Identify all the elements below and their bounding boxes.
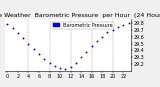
Point [54, 65, 56, 66]
Point [122, 24, 125, 25]
Point [101, 36, 104, 37]
Point [48, 62, 51, 64]
Point [38, 53, 40, 55]
Point [22, 37, 24, 39]
Legend: Barometric Pressure: Barometric Pressure [52, 22, 114, 29]
Point [64, 68, 67, 69]
Point [75, 62, 77, 64]
Point [32, 48, 35, 50]
Title: Milwaukee Weather  Barometric Pressure  per Hour  (24 Hours): Milwaukee Weather Barometric Pressure pe… [0, 13, 160, 18]
Point [96, 40, 98, 41]
Point [90, 46, 93, 47]
Point [69, 66, 72, 68]
Point [27, 43, 30, 44]
Point [6, 23, 9, 25]
Point [43, 58, 46, 60]
Point [11, 27, 14, 29]
Point [106, 32, 109, 33]
Point [127, 22, 130, 23]
Point [112, 29, 114, 30]
Point [117, 26, 119, 27]
Point [17, 32, 19, 34]
Point [59, 67, 61, 69]
Point [80, 57, 82, 58]
Point [85, 51, 88, 53]
